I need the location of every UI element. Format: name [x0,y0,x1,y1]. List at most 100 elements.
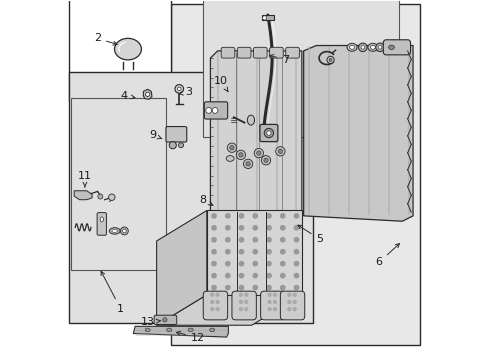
Polygon shape [156,211,206,325]
Circle shape [294,274,298,278]
FancyBboxPatch shape [203,291,227,320]
Circle shape [287,293,290,296]
Circle shape [225,238,229,242]
FancyBboxPatch shape [269,47,283,58]
Circle shape [169,141,176,149]
Polygon shape [74,191,92,200]
Ellipse shape [369,45,375,49]
Circle shape [253,285,257,290]
Circle shape [358,43,366,51]
Circle shape [293,293,296,296]
Circle shape [211,285,216,290]
Text: 11: 11 [78,171,92,187]
Circle shape [280,226,285,230]
Circle shape [229,145,234,150]
Circle shape [108,194,115,201]
Circle shape [280,238,285,242]
Circle shape [120,227,128,235]
Circle shape [239,308,242,311]
Polygon shape [206,211,301,295]
Circle shape [253,226,257,230]
Text: 1: 1 [101,271,124,314]
Circle shape [293,308,296,311]
Ellipse shape [166,328,171,332]
Circle shape [178,143,183,148]
Circle shape [239,301,242,303]
Circle shape [328,58,331,61]
Circle shape [211,226,216,230]
Circle shape [212,108,218,113]
Circle shape [326,56,333,63]
Bar [70,98,165,270]
Circle shape [253,261,257,266]
Circle shape [253,274,257,278]
FancyBboxPatch shape [285,47,299,58]
Circle shape [280,214,285,218]
Circle shape [294,238,298,242]
Ellipse shape [100,217,103,222]
Circle shape [256,151,261,155]
Bar [171,4,419,345]
Circle shape [216,301,219,303]
Circle shape [267,308,270,311]
FancyBboxPatch shape [154,315,176,324]
Circle shape [294,249,298,254]
Circle shape [239,249,243,254]
Circle shape [239,261,243,266]
Polygon shape [210,51,301,216]
Ellipse shape [112,229,117,232]
Ellipse shape [388,45,394,49]
Circle shape [262,16,266,20]
Circle shape [216,308,219,311]
Text: 4: 4 [121,91,135,101]
Circle shape [267,301,270,303]
Circle shape [264,129,273,138]
Circle shape [98,194,102,199]
Circle shape [254,148,263,158]
Bar [261,15,274,21]
Circle shape [266,238,271,242]
Ellipse shape [226,156,234,161]
Polygon shape [133,326,228,337]
Circle shape [267,293,270,296]
Text: 13: 13 [141,318,160,327]
FancyBboxPatch shape [97,213,106,235]
Circle shape [244,301,247,303]
Circle shape [244,293,247,296]
Polygon shape [156,295,301,325]
Circle shape [273,308,276,311]
Circle shape [266,274,271,278]
Ellipse shape [109,228,120,234]
Text: 3: 3 [179,87,192,97]
Bar [203,0,398,137]
Circle shape [280,249,285,254]
Text: 5: 5 [297,225,323,244]
Circle shape [225,214,229,218]
Circle shape [294,214,298,218]
FancyBboxPatch shape [237,47,250,58]
Circle shape [266,214,271,218]
Circle shape [225,274,229,278]
Circle shape [225,261,229,266]
Circle shape [280,285,285,290]
Circle shape [294,285,298,290]
Circle shape [227,143,236,152]
Circle shape [177,87,181,91]
Polygon shape [143,89,152,99]
Circle shape [211,261,216,266]
Circle shape [163,318,167,322]
Circle shape [225,249,229,254]
Circle shape [266,285,271,290]
Circle shape [122,229,126,233]
Text: 6: 6 [375,244,399,267]
Circle shape [266,261,271,266]
Text: 7: 7 [269,55,289,65]
Circle shape [210,308,213,311]
Ellipse shape [188,328,193,332]
Circle shape [239,214,243,218]
Circle shape [253,214,257,218]
Circle shape [216,293,219,296]
Circle shape [261,156,270,165]
Circle shape [378,45,381,49]
Circle shape [211,214,216,218]
